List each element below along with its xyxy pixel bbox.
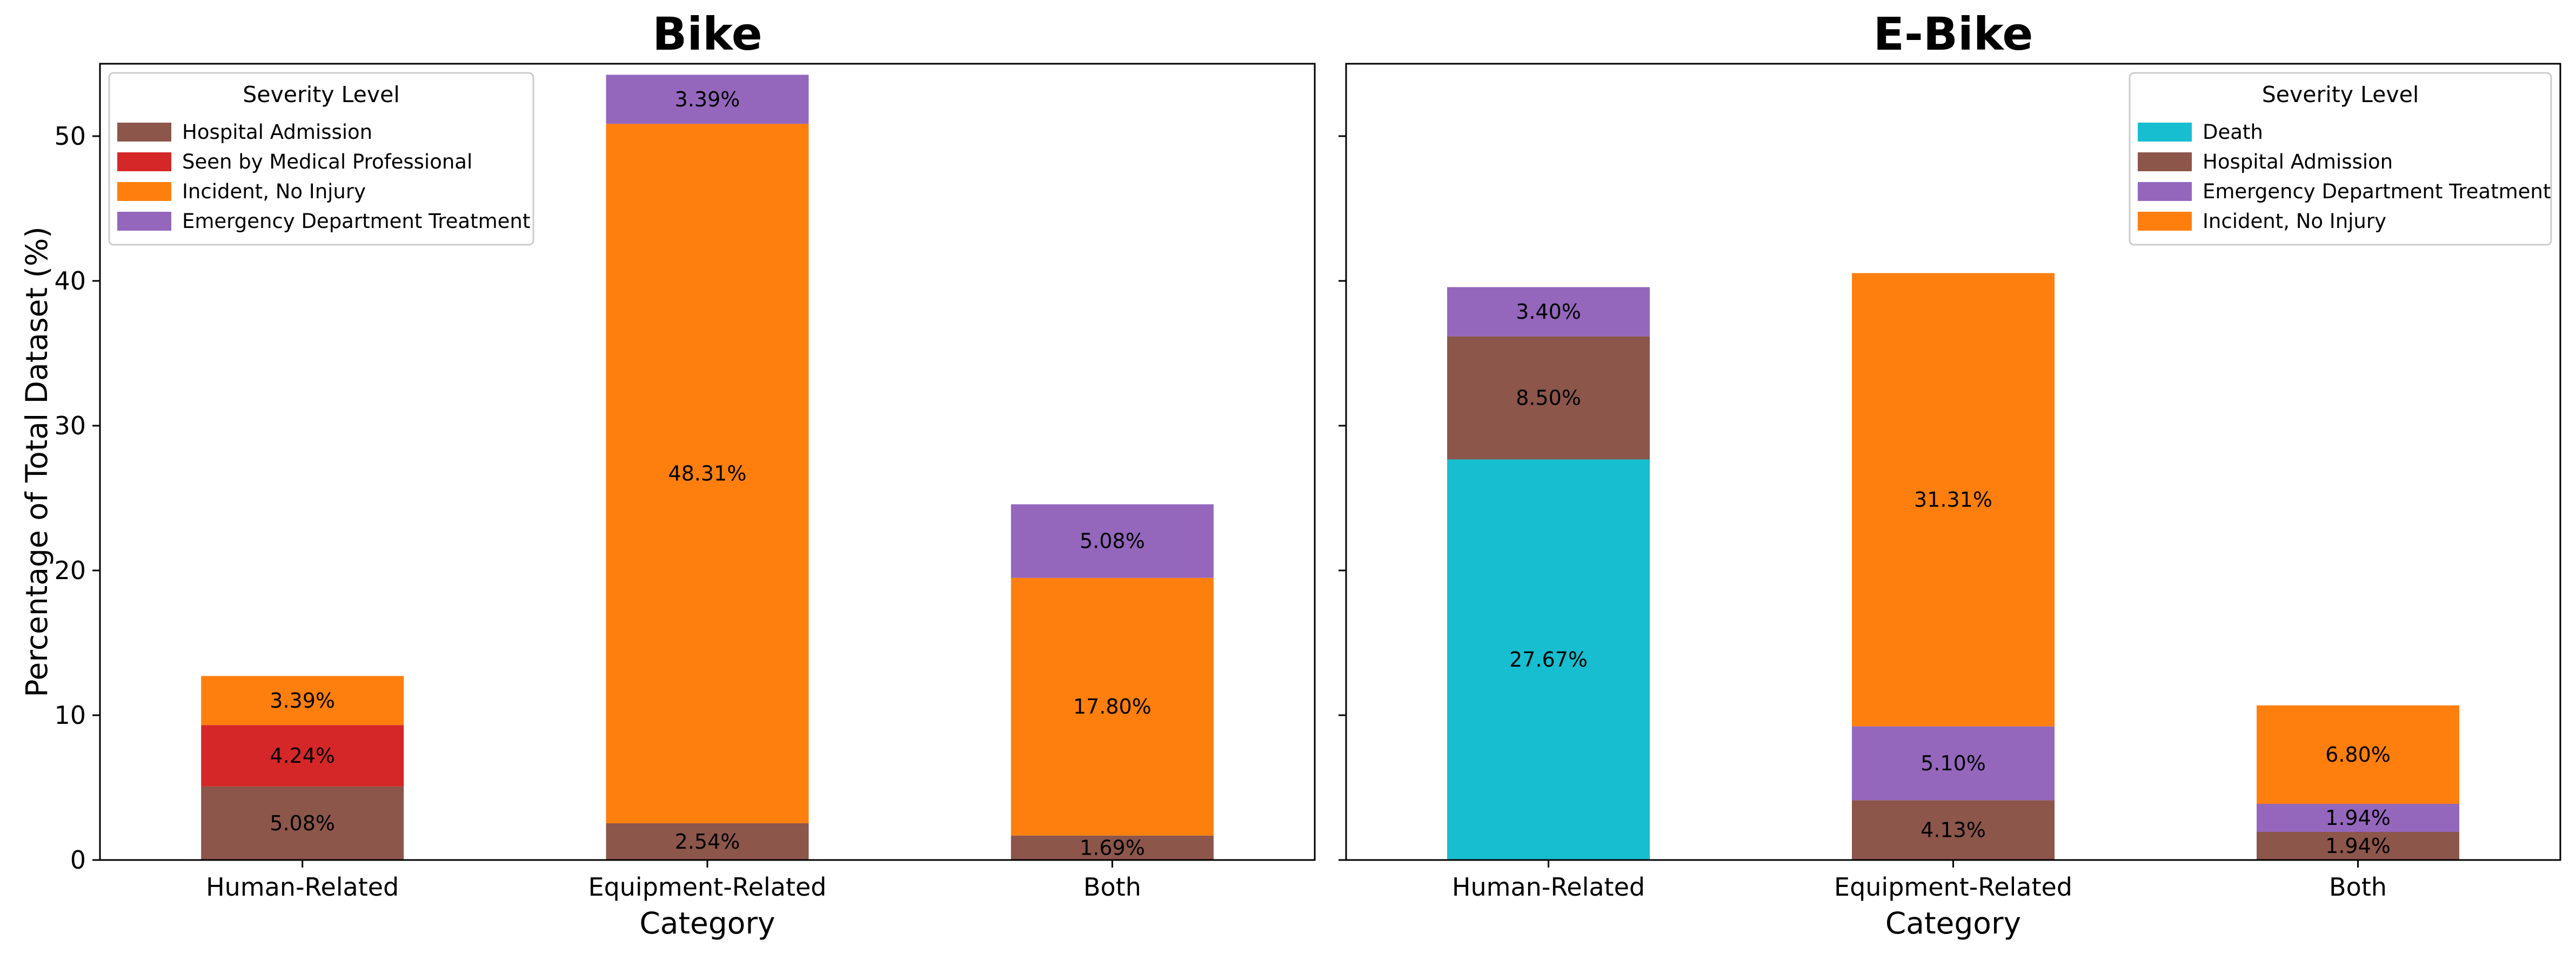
y-tick-label: 0 xyxy=(70,845,86,875)
legend: Severity Level Hospital Admission Seen by … xyxy=(108,72,534,246)
chart-panel-1: 5.08% 4.24% 3.39% 2.54% 48.31% 3.39% 1.69% 17.8… xyxy=(19,8,1316,940)
legend-title: Severity Level xyxy=(2262,82,2419,108)
panel-title: Bike xyxy=(652,8,762,61)
bar-segment xyxy=(1852,726,2055,801)
x-tick-label: Human-Related xyxy=(206,872,399,902)
legend-entry-label: Incident, No Injury xyxy=(182,180,366,203)
bar-segment xyxy=(201,725,404,787)
bar-value-label: 4.24% xyxy=(270,744,335,768)
bar-value-label: 3.39% xyxy=(675,88,740,111)
bar-value-label: 48.31% xyxy=(668,462,747,486)
bar-value-label: 2.54% xyxy=(675,830,740,854)
panel-title: E-Bike xyxy=(1874,8,2033,61)
x-tick-label: Equipment-Related xyxy=(1834,872,2072,902)
bar-segment xyxy=(201,786,404,860)
bar-value-label: 31.31% xyxy=(1914,488,1992,512)
legend-entry-label: Emergency Department Treatment xyxy=(182,210,530,233)
legend-swatch xyxy=(2138,123,2192,142)
legend-entry-label: Hospital Admission xyxy=(2203,150,2393,173)
legend-swatch xyxy=(2138,212,2192,231)
bar-value-label: 1.69% xyxy=(1080,836,1145,859)
bar-segment xyxy=(606,124,809,823)
bar-segment xyxy=(1011,835,1214,860)
bar-value-label: 4.13% xyxy=(1921,818,1986,842)
legend-swatch xyxy=(117,182,171,201)
x-tick-label: Both xyxy=(2329,872,2387,902)
legend-box xyxy=(2129,72,2552,246)
x-tick-label: Equipment-Related xyxy=(588,872,827,902)
y-tick-label: 40 xyxy=(54,266,86,295)
legend: Severity Level Death Hospital Admission Eme… xyxy=(2129,72,2552,246)
bar-segment xyxy=(1447,459,1650,860)
legend-entry-label: Emergency Department Treatment xyxy=(2203,180,2551,203)
legend-entry-label: Seen by Medical Professional xyxy=(182,150,472,173)
legend-swatch xyxy=(117,212,171,231)
y-axis-label: Percentage of Total Dataset (%) xyxy=(19,226,54,697)
bar-segment xyxy=(201,676,404,725)
x-tick-label: Human-Related xyxy=(1452,872,1645,902)
bar-value-label: 3.39% xyxy=(270,689,335,713)
bar-segment xyxy=(2257,705,2459,804)
bar-segment xyxy=(1852,273,2055,727)
legend-entry-label: Incident, No Injury xyxy=(2203,210,2386,233)
y-tick-label: 20 xyxy=(54,556,86,585)
bar-segment xyxy=(2257,804,2459,832)
bar-value-label: 5.08% xyxy=(1080,529,1145,553)
bar-segment xyxy=(1011,504,1214,578)
bar-value-label: 1.94% xyxy=(2325,834,2391,858)
legend-swatch xyxy=(117,152,171,171)
bar-segment xyxy=(1447,336,1650,460)
legend-title: Severity Level xyxy=(243,82,400,108)
bar-segment xyxy=(1447,287,1650,337)
bar-value-label: 5.10% xyxy=(1921,751,1986,775)
bar-value-label: 1.94% xyxy=(2325,806,2391,830)
bar-segment xyxy=(606,75,809,124)
x-axis-label: Category xyxy=(639,906,775,940)
legend-entry-label: Death xyxy=(2203,120,2263,144)
legend-swatch xyxy=(2138,152,2192,171)
bar-value-label: 27.67% xyxy=(1509,648,1588,671)
y-tick-label: 50 xyxy=(54,122,86,151)
x-axis-label: Category xyxy=(1885,906,2021,940)
legend-box xyxy=(108,72,534,246)
legend-swatch xyxy=(2138,182,2192,201)
bar-segment xyxy=(1011,577,1214,836)
chart-panel-2: 27.67% 8.50% 3.40% 4.13% 5.10% 31.31% 1.94% 1.9… xyxy=(1339,8,2561,940)
bar-value-label: 17.80% xyxy=(1073,695,1152,718)
bar-value-label: 6.80% xyxy=(2325,743,2391,767)
bar-value-label: 3.40% xyxy=(1516,300,1581,324)
bar-value-label: 8.50% xyxy=(1516,386,1581,410)
y-tick-label: 30 xyxy=(54,411,86,440)
bar-segment xyxy=(2257,832,2459,860)
bar-segment xyxy=(1852,800,2055,860)
bar-segment xyxy=(606,823,809,860)
bar-value-label: 5.08% xyxy=(270,811,335,835)
x-tick-label: Both xyxy=(1083,872,1141,902)
legend-swatch xyxy=(117,123,171,142)
y-tick-label: 10 xyxy=(54,701,86,730)
legend-entry-label: Hospital Admission xyxy=(182,120,372,144)
